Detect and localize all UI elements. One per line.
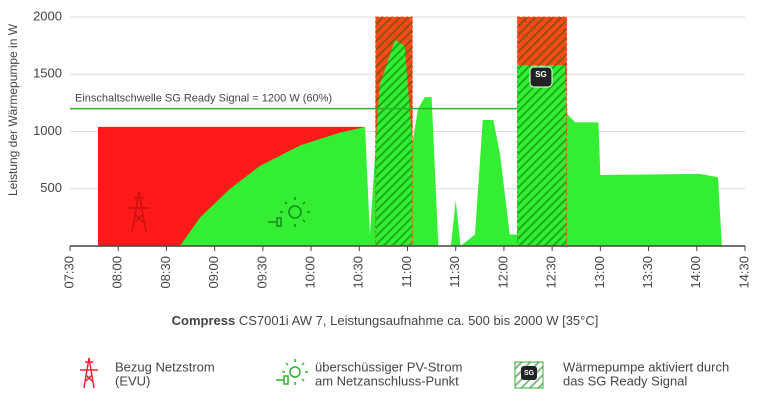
x-tick-label: 10:00 (303, 256, 318, 289)
legend-label: Bezug Netzstrom (115, 359, 215, 374)
legend-label: am Netzanschluss-Punkt (315, 373, 459, 388)
y-tick-label: 500 (40, 180, 62, 195)
legend-label: das SG Ready Signal (563, 373, 687, 388)
legend-icon-pv (276, 359, 308, 385)
y-tick-label: 1000 (33, 123, 62, 138)
x-axis-title: Compress CS7001i AW 7, Leistungsaufnahme… (172, 313, 599, 328)
threshold-label: Einschaltschwelle SG Ready Signal = 1200… (75, 93, 332, 105)
y-tick-label: 1500 (33, 66, 62, 81)
x-tick-label: 07:30 (61, 256, 76, 289)
legend-label: überschüssiger PV-Strom (315, 359, 462, 374)
x-tick-label: 11:30 (447, 256, 462, 288)
x-tick-label: 13:00 (592, 256, 607, 289)
svg-text:SG: SG (535, 70, 547, 79)
grid-tower-icon (128, 191, 150, 233)
y-axis-title: Leistung der Wärmepumpe in W (6, 23, 20, 196)
legend-icon-grid (80, 357, 98, 389)
legend-label: Wärmepumpe aktiviert durch (563, 359, 729, 374)
x-title: CS7001i AW 7, Leistungsaufnahme ca. 500 … (239, 313, 599, 328)
x-tick-label: 12:30 (544, 256, 559, 289)
x-tick-label: 10:30 (351, 256, 366, 289)
x-tick-label: 11:00 (399, 256, 414, 288)
x-tick-label: 08:00 (110, 256, 125, 289)
x-title-bold: Compress (172, 313, 236, 328)
x-tick-label: 09:30 (254, 256, 269, 289)
sg-ready-hatch (516, 16, 568, 247)
sg-badge: SG (529, 66, 553, 88)
legend-label: (EVU) (115, 373, 150, 388)
x-tick-label: 14:00 (688, 256, 703, 289)
pv-icon (268, 197, 310, 227)
sg-ready-hatch (375, 16, 413, 247)
x-tick-label: 12:00 (495, 256, 510, 289)
x-tick-label: 09:00 (206, 256, 221, 289)
area (179, 39, 722, 247)
legend-icon-sg: SG (514, 361, 544, 389)
x-tick-label: 13:30 (640, 256, 655, 289)
svg-text:SG: SG (524, 370, 535, 377)
y-tick-label: 2000 (33, 8, 62, 23)
x-tick-label: 14:30 (736, 256, 751, 289)
x-tick-label: 08:30 (158, 256, 173, 289)
